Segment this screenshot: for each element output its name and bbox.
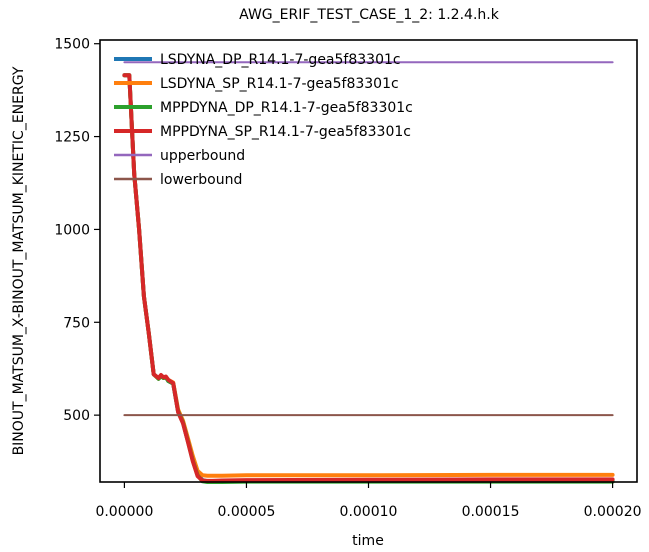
x-tick-label: 0.00010 xyxy=(340,504,398,520)
legend-label: upperbound xyxy=(160,148,245,164)
series-line-4 xyxy=(122,73,615,483)
legend-label: LSDYNA_DP_R14.1-7-gea5f83301c xyxy=(160,52,401,68)
x-tick-label: 0.00020 xyxy=(584,504,642,520)
x-axis: 0.00000 0.00005 0.00010 0.00015 0.00020 xyxy=(95,482,642,520)
y-axis-label: BINOUT_MATSUM_X-BINOUT_MATSUM_KINETIC_EN… xyxy=(11,66,27,455)
legend-label: MPPDYNA_SP_R14.1-7-gea5f83301c xyxy=(160,124,411,140)
legend-label: lowerbound xyxy=(160,172,242,188)
x-tick-label: 0.00005 xyxy=(218,504,276,520)
legend: LSDYNA_DP_R14.1-7-gea5f83301c LSDYNA_SP_R… xyxy=(114,52,413,188)
y-tick-label: 750 xyxy=(63,315,90,331)
x-tick-label: 0.00015 xyxy=(462,504,520,520)
y-axis: 500 750 1000 1250 1500 xyxy=(54,37,100,424)
chart-title: AWG_ERIF_TEST_CASE_1_2: 1.2.4.h.k xyxy=(239,7,500,23)
x-tick-label: 0.00000 xyxy=(95,504,153,520)
legend-label: MPPDYNA_DP_R14.1-7-gea5f83301c xyxy=(160,100,413,116)
legend-label: LSDYNA_SP_R14.1-7-gea5f83301c xyxy=(160,76,399,92)
y-tick-label: 1000 xyxy=(54,222,90,238)
y-tick-label: 1500 xyxy=(54,37,90,53)
y-tick-label: 500 xyxy=(63,408,90,424)
x-axis-label: time xyxy=(352,533,384,549)
y-tick-label: 1250 xyxy=(54,130,90,146)
